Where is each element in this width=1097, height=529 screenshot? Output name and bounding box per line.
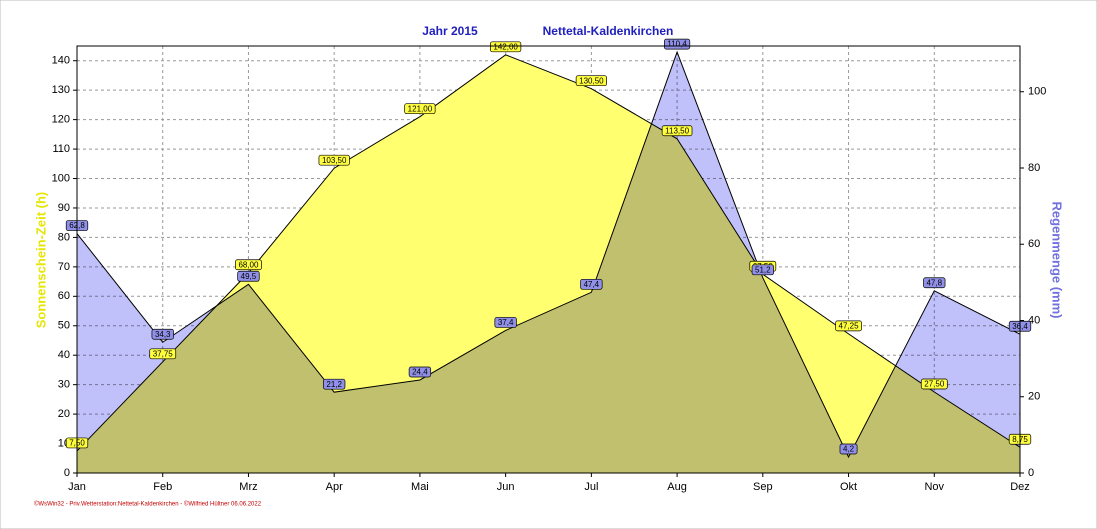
value-label-text: 47,8 bbox=[926, 278, 942, 287]
value-label-box bbox=[575, 75, 607, 87]
value-label: 51,2 bbox=[751, 264, 774, 276]
y-tick-label: 40 bbox=[58, 349, 70, 361]
value-label-text: 110,4 bbox=[667, 40, 687, 49]
y-tick-label: 110 bbox=[52, 143, 70, 155]
value-label-text: 51,2 bbox=[755, 265, 771, 274]
x-tick-label: Jul bbox=[584, 481, 598, 493]
value-label: 121,00 bbox=[404, 103, 436, 115]
value-label: 37,4 bbox=[494, 317, 517, 328]
value-label-box bbox=[408, 366, 432, 378]
value-label-box bbox=[920, 378, 948, 390]
x-tick-label: Apr bbox=[326, 481, 343, 493]
y2-tick-label: 80 bbox=[1028, 162, 1040, 174]
value-label: 103,50 bbox=[318, 154, 350, 166]
value-label: 47,4 bbox=[580, 278, 603, 290]
x-tick-label: Aug bbox=[667, 481, 687, 493]
value-label: 37,75 bbox=[149, 348, 177, 360]
y-tick-label: 60 bbox=[58, 290, 70, 302]
y-tick-label: 90 bbox=[58, 202, 70, 214]
y2-tick-label: 20 bbox=[1028, 391, 1040, 403]
value-label-text: 21,2 bbox=[326, 380, 342, 389]
x-tick-label: Mai bbox=[411, 481, 429, 493]
value-label-text: 37,75 bbox=[153, 349, 174, 358]
value-label-text: 49,5 bbox=[241, 272, 257, 281]
value-label-text: 4,2 bbox=[843, 445, 855, 454]
x-tick-label: Jun bbox=[497, 481, 515, 493]
y-tick-label: 100 bbox=[52, 172, 70, 184]
value-label-box bbox=[751, 264, 774, 276]
value-label-box bbox=[237, 270, 260, 282]
value-label-box bbox=[490, 41, 522, 53]
value-label-text: 68,00 bbox=[238, 260, 259, 269]
y-tick-label: 50 bbox=[58, 320, 70, 332]
value-label-text: 130,50 bbox=[579, 76, 604, 85]
value-label-text: 37,4 bbox=[498, 318, 514, 327]
value-label-box bbox=[235, 259, 262, 271]
x-tick-label: Dez bbox=[1010, 481, 1030, 493]
value-label: 142,00 bbox=[490, 41, 522, 53]
y2-tick-label: 60 bbox=[1028, 238, 1040, 250]
value-label-text: 47,25 bbox=[839, 321, 860, 330]
value-label: 47,25 bbox=[835, 320, 862, 332]
chart-title: Jahr 2015 bbox=[422, 24, 478, 38]
x-tick-label: Jan bbox=[68, 481, 86, 493]
y-tick-label: 130 bbox=[52, 84, 70, 96]
value-label-box bbox=[661, 125, 693, 137]
x-tick-label: Okt bbox=[840, 481, 857, 493]
value-label-box bbox=[149, 348, 177, 360]
value-label: 130,50 bbox=[575, 75, 607, 87]
value-label-box bbox=[151, 328, 174, 340]
x-tick-label: Feb bbox=[153, 481, 172, 493]
value-label-text: 113,50 bbox=[665, 126, 689, 135]
y-tick-label: 140 bbox=[52, 55, 70, 67]
value-label: 113,50 bbox=[661, 125, 693, 137]
value-label-box bbox=[318, 154, 350, 166]
y-tick-label: 0 bbox=[64, 467, 70, 479]
value-label-text: 24,4 bbox=[412, 368, 428, 377]
y-tick-label: 80 bbox=[58, 231, 70, 243]
x-tick-label: Sep bbox=[753, 481, 773, 493]
value-label-text: 27,50 bbox=[924, 380, 945, 389]
value-label-box bbox=[835, 320, 862, 332]
y-tick-label: 120 bbox=[52, 114, 70, 126]
y2-tick-label: 0 bbox=[1028, 467, 1034, 479]
value-label-text: 142,00 bbox=[493, 42, 518, 51]
y-tick-label: 20 bbox=[58, 408, 70, 420]
x-tick-label: Nov bbox=[924, 481, 944, 493]
value-label: 24,4 bbox=[408, 366, 432, 378]
value-label: 47,8 bbox=[923, 277, 946, 289]
value-label: 49,5 bbox=[237, 270, 260, 282]
plot-frame bbox=[76, 45, 1021, 474]
value-label: 27,50 bbox=[920, 378, 948, 390]
value-label: 4,2 bbox=[839, 443, 858, 455]
area-line bbox=[76, 50, 1021, 459]
area-fill bbox=[77, 52, 1020, 473]
value-label-box bbox=[580, 278, 603, 290]
value-label: 68,00 bbox=[235, 259, 262, 271]
value-label-text: 121,00 bbox=[408, 104, 433, 113]
area-line bbox=[76, 54, 1021, 452]
footer: ©WsWin32 - Priv.Wetterstation:Nettetal-K… bbox=[34, 501, 262, 508]
y2-tick-label: 100 bbox=[1028, 86, 1046, 98]
y-tick-label: 30 bbox=[58, 379, 70, 391]
value-label-text: 103,50 bbox=[322, 156, 347, 165]
value-label-box bbox=[323, 378, 346, 390]
value-label-box bbox=[664, 38, 691, 50]
value-label-box bbox=[839, 443, 858, 455]
value-label: 34,3 bbox=[151, 328, 174, 340]
y-tick-label: 70 bbox=[58, 261, 70, 273]
value-label-box bbox=[404, 103, 436, 115]
value-label-text: 34,3 bbox=[155, 330, 171, 339]
y2-axis-label: Regenmenge (mm) bbox=[1050, 201, 1065, 318]
value-label-box bbox=[494, 317, 517, 328]
value-label: 110,4 bbox=[664, 38, 691, 50]
y-axis-label: Sonnenschein-Zeit (h) bbox=[33, 192, 48, 329]
value-label: 21,2 bbox=[323, 378, 346, 390]
value-label-box bbox=[923, 277, 946, 289]
x-tick-label: Mrz bbox=[239, 481, 257, 493]
chart-subtitle: Nettetal-Kaldenkirchen bbox=[543, 24, 674, 38]
value-label-text: 47,4 bbox=[584, 280, 600, 289]
